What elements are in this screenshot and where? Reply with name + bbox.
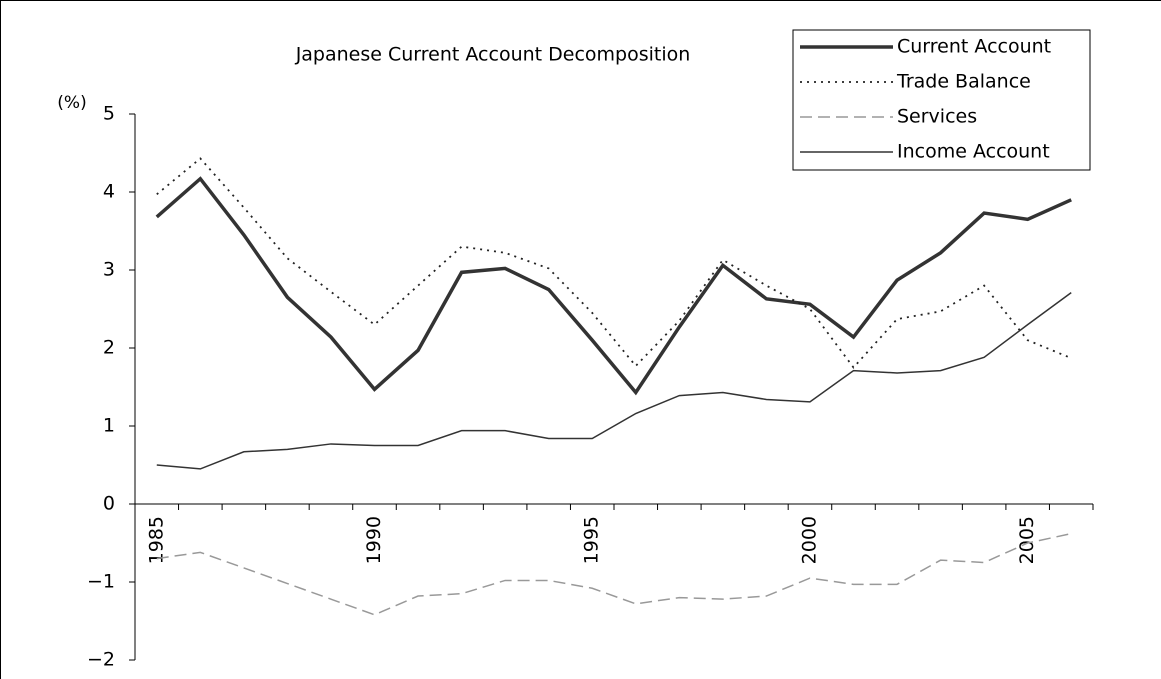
legend-label: Current Account xyxy=(897,36,1051,58)
series-line xyxy=(156,532,1072,616)
legend-label: Income Account xyxy=(897,141,1050,163)
y-tick-label: 4 xyxy=(103,181,115,203)
y-tick-label: 0 xyxy=(103,493,115,515)
x-tick-label: 2005 xyxy=(1016,516,1038,564)
series-line xyxy=(156,292,1072,470)
x-tick-label: 1985 xyxy=(145,516,167,564)
y-tick-label: −2 xyxy=(87,649,115,671)
y-tick-label: 3 xyxy=(103,259,115,281)
y-axis-label: (%) xyxy=(57,93,86,113)
x-tick-label: 2000 xyxy=(798,516,820,564)
series-line xyxy=(156,157,1072,369)
x-tick-label: 1990 xyxy=(363,516,385,564)
legend-label: Trade Balance xyxy=(896,71,1031,93)
y-tick-label: 5 xyxy=(103,103,115,125)
chart-title: Japanese Current Account Decomposition xyxy=(295,44,691,66)
legend-label: Services xyxy=(897,106,977,128)
x-tick-label: 1995 xyxy=(581,516,603,564)
y-tick-label: −1 xyxy=(87,571,115,593)
y-tick-label: 2 xyxy=(103,337,115,359)
legend-box xyxy=(792,29,1091,171)
y-tick-label: 1 xyxy=(103,415,115,437)
series-line xyxy=(155,176,1072,396)
